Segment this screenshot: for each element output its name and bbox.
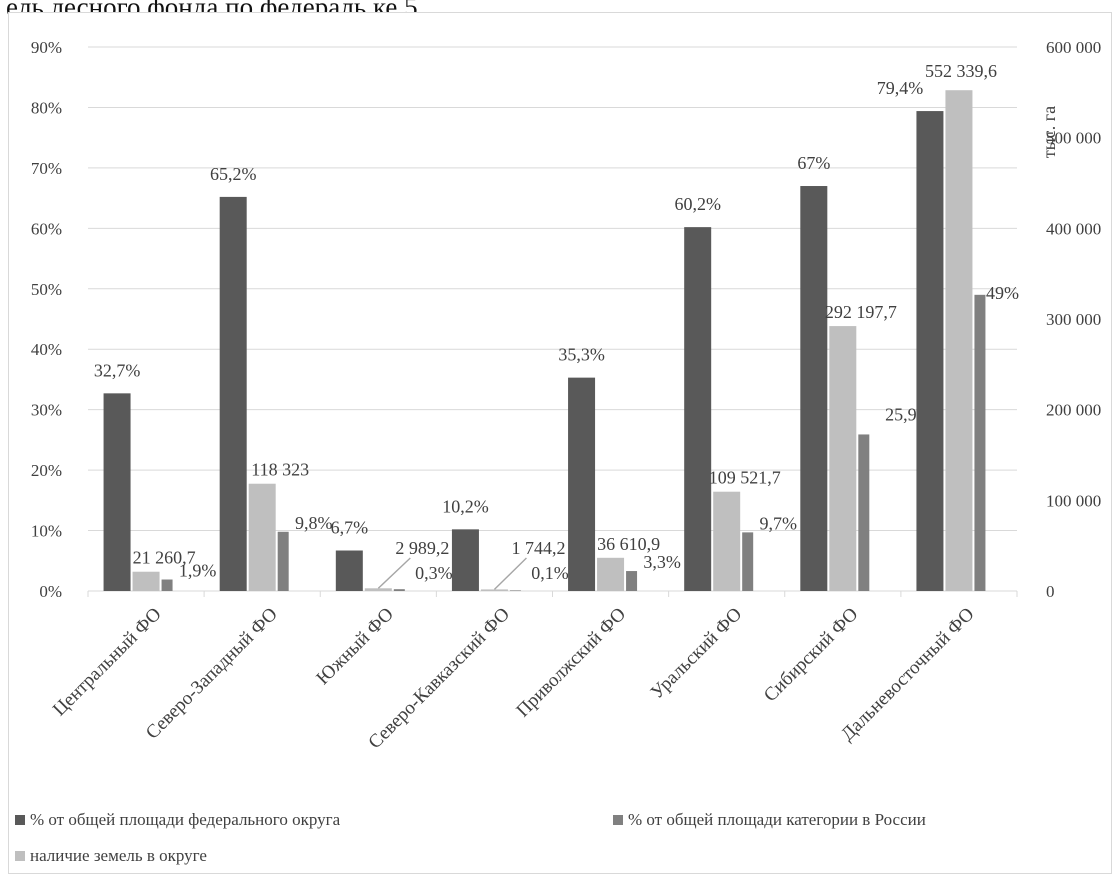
bar-land-in-district — [132, 571, 160, 591]
data-label-pct-federal-district: 65,2% — [210, 164, 257, 184]
y-left-tick-label: 60% — [31, 219, 62, 238]
data-label-pct-federal-district: 32,7% — [94, 360, 141, 380]
data-label-pct-federal-district: 10,2% — [442, 496, 489, 516]
x-category-label: Сибирский ФО — [760, 604, 862, 706]
y-left-tick-label: 0% — [39, 582, 62, 601]
bar-pct-russia-category — [161, 579, 173, 591]
data-label-pct-russia-category: 1,9% — [179, 561, 217, 581]
x-category-label: Уральский ФО — [647, 604, 747, 704]
data-label-land-in-district: 118 323 — [251, 460, 309, 480]
bar-land-in-district — [364, 588, 392, 591]
data-label-pct-federal-district: 67% — [797, 153, 830, 173]
y-right-tick-label: 0 — [1046, 582, 1055, 601]
data-label-pct-federal-district: 35,3% — [558, 345, 605, 365]
y-right-tick-label: 200 000 — [1046, 401, 1101, 420]
data-label-land-in-district: 109 521,7 — [709, 468, 781, 488]
data-label-land-in-district: 292 197,7 — [825, 302, 897, 322]
data-label-land-in-district: 21 260,7 — [133, 548, 196, 568]
bar-pct-russia-category — [509, 590, 521, 591]
y-right-tick-label: 300 000 — [1046, 310, 1101, 329]
bar-pct-federal-district — [684, 227, 712, 591]
bar-pct-federal-district — [219, 196, 247, 591]
bar-land-in-district — [248, 483, 276, 591]
data-label-pct-russia-category: 9,8% — [295, 513, 333, 533]
bar-pct-federal-district — [335, 550, 363, 591]
data-label-land-in-district: 552 339,6 — [925, 61, 997, 81]
x-category-label: Северо-Западный ФО — [142, 604, 282, 744]
bar-land-in-district — [713, 491, 741, 591]
y-right-tick-label: 500 000 — [1046, 129, 1101, 148]
data-label-pct-russia-category: 0,1% — [531, 563, 569, 583]
bar-pct-federal-district — [916, 111, 944, 592]
y-left-tick-label: 20% — [31, 461, 62, 480]
bar-land-in-district — [597, 557, 625, 591]
y-right-tick-label: 400 000 — [1046, 219, 1101, 238]
bar-pct-russia-category — [974, 294, 986, 591]
leader-line — [377, 557, 411, 589]
bar-pct-russia-category — [277, 531, 289, 591]
x-category-label: Дальневосточный ФО — [837, 604, 978, 745]
data-label-pct-russia-category: 3,3% — [643, 552, 681, 572]
y-left-tick-label: 50% — [31, 280, 62, 299]
bar-pct-federal-district — [451, 529, 479, 591]
bar-pct-russia-category — [626, 571, 638, 591]
y-left-tick-label: 10% — [31, 522, 62, 541]
bar-pct-federal-district — [103, 393, 131, 591]
data-label-pct-federal-district: 79,4% — [877, 78, 924, 98]
data-label-pct-russia-category: 9,7% — [759, 513, 797, 533]
data-label-land-in-district: 1 744,2 — [511, 538, 565, 558]
x-category-label: Южный ФО — [312, 604, 397, 689]
data-label-land-in-district: 2 989,2 — [395, 538, 449, 558]
data-label-pct-federal-district: 60,2% — [674, 194, 721, 214]
bar-pct-russia-category — [742, 532, 754, 591]
data-label-pct-russia-category: 49% — [986, 283, 1019, 303]
y-right-tick-label: 100 000 — [1046, 491, 1101, 510]
y-left-tick-label: 30% — [31, 401, 62, 420]
x-category-label: Центральный ФО — [49, 604, 166, 721]
y-left-tick-label: 80% — [31, 98, 62, 117]
y-left-tick-label: 40% — [31, 340, 62, 359]
x-category-label: Приволжский ФО — [512, 604, 630, 722]
y-left-tick-label: 90% — [31, 38, 62, 57]
bar-pct-russia-category — [393, 589, 405, 591]
data-label-pct-russia-category: 0,3% — [415, 563, 453, 583]
data-label-land-in-district: 36 610,9 — [597, 534, 660, 554]
bar-land-in-district — [480, 589, 508, 591]
bar-pct-russia-category — [858, 434, 870, 591]
bar-pct-federal-district — [800, 186, 828, 591]
data-label-pct-federal-district: 6,7% — [331, 518, 369, 538]
leader-line — [493, 557, 527, 590]
bar-land-in-district — [945, 90, 973, 591]
y-right-axis-title: тыс. га — [1039, 106, 1059, 158]
bar-land-in-district — [829, 326, 857, 591]
bar-pct-federal-district — [568, 377, 596, 591]
y-left-tick-label: 70% — [31, 159, 62, 178]
y-right-tick-label: 600 000 — [1046, 38, 1101, 57]
